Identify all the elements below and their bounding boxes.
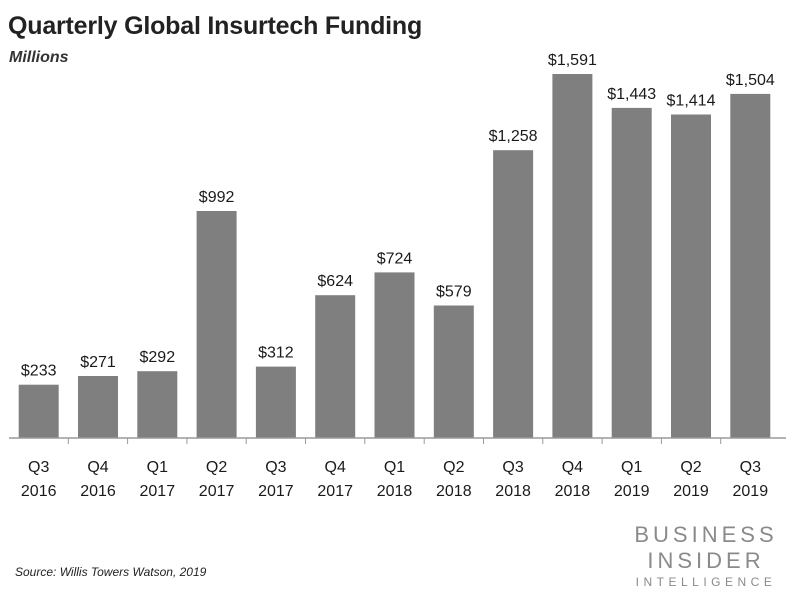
tick-label-quarter: Q3 bbox=[502, 459, 523, 476]
tick-label-year: 2018 bbox=[436, 483, 472, 500]
data-label: $624 bbox=[317, 273, 353, 290]
bar-q4-2016 bbox=[78, 376, 118, 438]
tick-label-year: 2019 bbox=[614, 483, 650, 500]
data-label: $992 bbox=[199, 189, 235, 206]
bar-q1-2019 bbox=[611, 107, 652, 439]
tick-label-quarter: Q3 bbox=[265, 459, 286, 476]
tick-label-quarter: Q2 bbox=[443, 459, 464, 476]
tick-label-year: 2017 bbox=[317, 483, 353, 500]
tick-label-year: 2018 bbox=[495, 483, 531, 500]
tick-label-quarter: Q3 bbox=[28, 459, 49, 476]
tick-label-year: 2016 bbox=[21, 483, 57, 500]
brand-line-1: BUSINESS bbox=[634, 522, 778, 547]
bar-q3-2018 bbox=[493, 150, 534, 438]
tick-label-year: 2019 bbox=[673, 483, 709, 500]
tick-label-year: 2017 bbox=[140, 483, 176, 500]
bar-q3-2016 bbox=[18, 384, 59, 438]
bar-q3-2019 bbox=[730, 93, 771, 439]
data-label: $1,504 bbox=[726, 72, 775, 89]
tick-label-year: 2017 bbox=[258, 483, 294, 500]
tick-label-year: 2017 bbox=[199, 483, 235, 500]
tick-label-quarter: Q1 bbox=[147, 459, 168, 476]
brand-logo: BUSINESS INSIDER INTELLIGENCE bbox=[626, 522, 786, 590]
bar-q2-2017 bbox=[196, 211, 237, 438]
data-label: $1,414 bbox=[667, 93, 716, 110]
tick-label-quarter: Q4 bbox=[325, 459, 346, 476]
bar-q2-2019 bbox=[671, 114, 711, 438]
tick-label-quarter: Q1 bbox=[621, 459, 642, 476]
source-note: Source: Willis Towers Watson, 2019 bbox=[15, 565, 207, 579]
tick-label-quarter: Q4 bbox=[87, 459, 108, 476]
brand-line-3: INTELLIGENCE bbox=[635, 575, 777, 589]
tick-label-quarter: Q2 bbox=[680, 459, 701, 476]
data-label: $579 bbox=[436, 284, 472, 301]
data-label: $271 bbox=[80, 354, 116, 371]
bar-q1-2017 bbox=[137, 371, 178, 438]
bar-q3-2017 bbox=[255, 366, 296, 438]
bar-q2-2018 bbox=[433, 305, 474, 438]
brand-line-2: INSIDER bbox=[647, 548, 765, 573]
data-label: $1,258 bbox=[489, 128, 538, 145]
tick-label-quarter: Q2 bbox=[206, 459, 227, 476]
chart-title: Quarterly Global Insurtech Funding bbox=[8, 12, 423, 40]
data-label: $1,591 bbox=[548, 52, 597, 69]
data-label: $233 bbox=[21, 363, 57, 380]
tick-label-year: 2018 bbox=[555, 483, 591, 500]
tick-label-year: 2019 bbox=[733, 483, 769, 500]
data-label: $292 bbox=[140, 349, 176, 366]
tick-label-quarter: Q1 bbox=[384, 459, 405, 476]
bar-q1-2018 bbox=[374, 272, 415, 438]
bar-q4-2018 bbox=[552, 74, 593, 438]
tick-label-quarter: Q3 bbox=[740, 459, 761, 476]
data-label: $312 bbox=[258, 345, 294, 362]
tick-label-year: 2018 bbox=[377, 483, 413, 500]
data-label: $724 bbox=[377, 250, 413, 267]
tick-label-year: 2016 bbox=[80, 483, 116, 500]
chart-subtitle: Millions bbox=[9, 49, 69, 66]
bar-q4-2017 bbox=[315, 295, 356, 438]
data-label: $1,443 bbox=[607, 86, 656, 103]
tick-label-quarter: Q4 bbox=[562, 459, 583, 476]
